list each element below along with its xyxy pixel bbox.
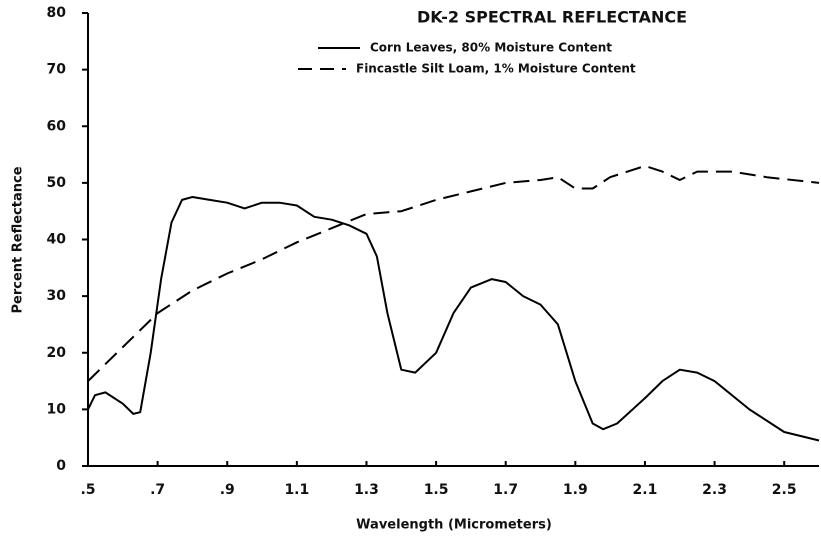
y-tick-label: 0 (56, 458, 66, 474)
x-axis-label: Wavelength (Micrometers) (356, 518, 552, 533)
x-tick-label: 1.7 (493, 482, 518, 498)
series-line (87, 164, 820, 382)
x-tick-label: 1.3 (354, 482, 379, 498)
x-tick-label: .9 (220, 482, 235, 498)
y-tick-label: 10 (47, 401, 67, 417)
x-tick-label: .7 (150, 482, 165, 498)
x-tick-label: 1.1 (284, 482, 309, 498)
y-tick-label: 20 (47, 345, 67, 361)
x-tick-label: 1.9 (563, 482, 588, 498)
y-axis-label: Percent Reflectance (11, 166, 26, 313)
chart-title: DK-2 SPECTRAL REFLECTANCE (417, 8, 687, 27)
x-tick-label: .5 (80, 482, 95, 498)
y-tick-label: 40 (47, 232, 67, 248)
y-tick-label: 50 (47, 175, 67, 191)
y-tick-label: 80 (47, 5, 67, 21)
x-tick-label: 1.5 (424, 482, 449, 498)
legend-label: Corn Leaves, 80% Moisture Content (370, 41, 612, 55)
series-line (87, 196, 820, 442)
y-tick-label: 60 (47, 118, 67, 134)
x-tick-label: 2.3 (702, 482, 727, 498)
y-tick-label: 30 (47, 288, 67, 304)
legend-label: Fincastle Silt Loam, 1% Moisture Content (356, 62, 636, 76)
x-tick-label: 2.1 (633, 482, 658, 498)
x-tick-label: 2.5 (772, 482, 797, 498)
y-tick-label: 70 (47, 62, 67, 78)
